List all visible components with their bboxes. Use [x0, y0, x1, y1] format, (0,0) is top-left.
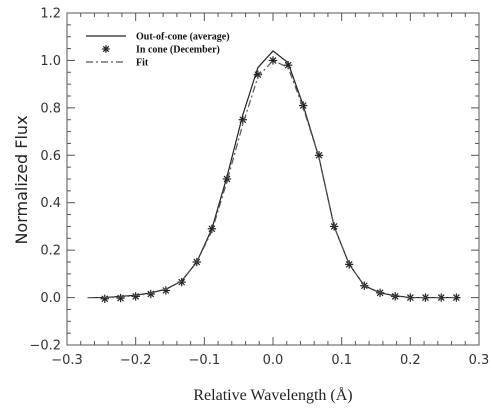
x-tick-label: 0.3: [469, 353, 490, 368]
x-tick-label: −0.1: [189, 353, 221, 368]
axis-ticks: [66, 12, 480, 346]
legend-marker-in-cone: [102, 45, 110, 53]
legend-label: In cone (December): [136, 45, 220, 56]
x-tick-label: 0.0: [263, 353, 284, 368]
data-point-in-cone: [146, 289, 155, 299]
data-point-in-cone: [222, 174, 232, 184]
y-tick-label: 0.4: [40, 196, 61, 211]
legend-label: Out-of-cone (average): [136, 32, 230, 43]
x-axis-title: Relative Wavelength (Å): [193, 386, 352, 404]
data-point-in-cone: [299, 101, 308, 110]
y-axis-title: Normalized Flux: [12, 115, 31, 244]
x-tick-label: −0.3: [51, 353, 83, 368]
data-point-in-cone: [345, 260, 354, 269]
data-point-in-cone: [100, 294, 109, 303]
y-tick-label: 0.6: [40, 149, 61, 164]
series-layer: [87, 50, 461, 303]
y-tick-label: 0.8: [40, 101, 61, 116]
x-tick-label: 0.1: [331, 353, 352, 368]
x-tick-label: −0.2: [120, 353, 152, 368]
y-tick-label: 1.0: [40, 54, 61, 69]
y-tick-label: 1.2: [40, 7, 61, 22]
x-tick-label: 0.2: [400, 353, 421, 368]
y-tick-label: 0.0: [40, 291, 61, 306]
data-point-in-cone: [238, 115, 247, 124]
series-line-out-of-cone: [87, 50, 459, 299]
axis-tick-labels: −0.3 −0.2 −0.1 0.0 0.1 0.2 0.3−0.20.00.20.40.6…: [29, 7, 489, 369]
data-point-in-cone: [177, 277, 186, 287]
data-point-in-cone: [116, 293, 125, 303]
legend-label: Fit: [136, 58, 149, 69]
legend: Out-of-cone (average) In cone (December) F…: [86, 32, 230, 69]
series-line-fit: [87, 59, 459, 299]
y-tick-label: −0.2: [29, 339, 61, 354]
y-tick-label: 0.2: [40, 244, 61, 259]
